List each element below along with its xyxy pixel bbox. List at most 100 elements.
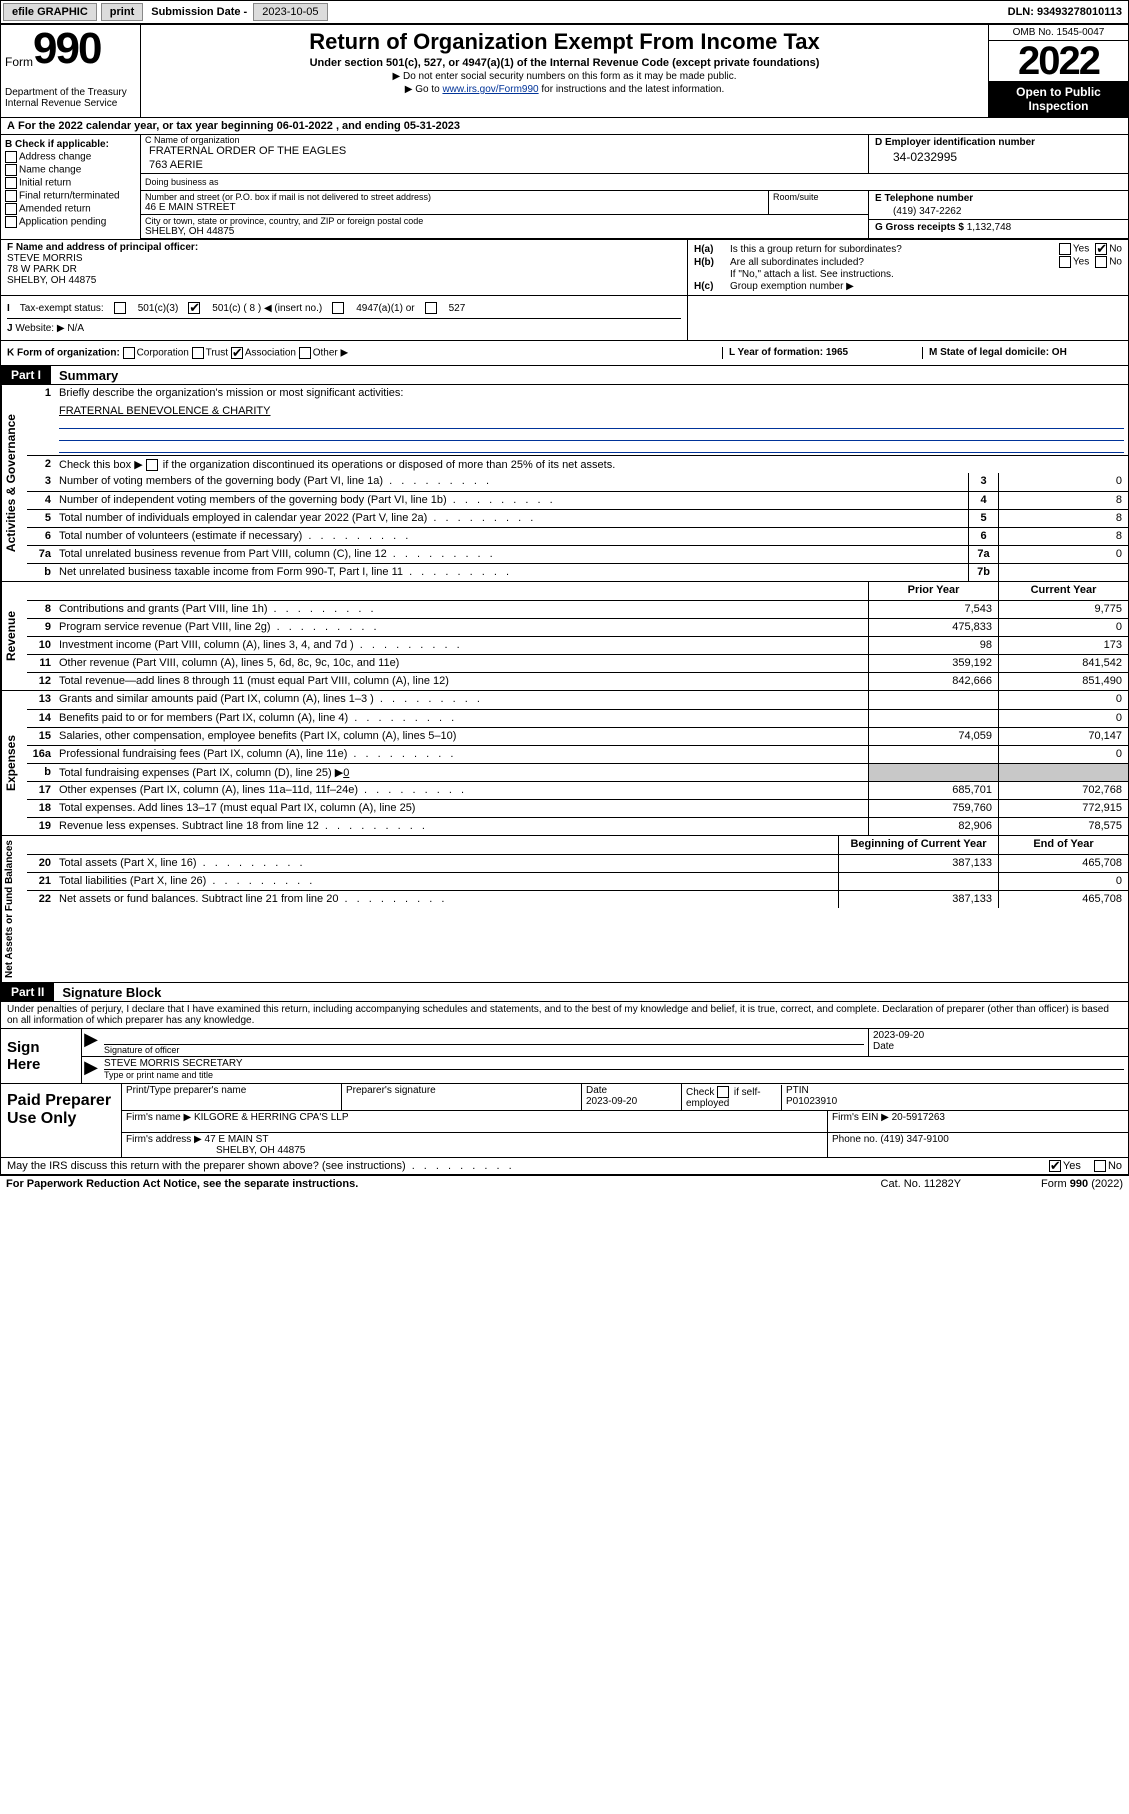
street-value: 46 E MAIN STREET	[145, 202, 764, 213]
prep-name-hdr: Print/Type preparer's name	[126, 1085, 337, 1096]
lbl-amended-return: Amended return	[19, 204, 91, 215]
form-word: Form	[5, 55, 33, 69]
line-8-prior: 7,543	[868, 601, 998, 618]
hb-text: Are all subordinates included?	[730, 257, 1053, 268]
hb-no-lbl: No	[1109, 257, 1122, 268]
line-14-prior	[868, 710, 998, 727]
line-18-prior: 759,760	[868, 800, 998, 817]
chk-trust[interactable]	[192, 347, 204, 359]
submission-date-label: Submission Date -	[145, 6, 253, 18]
section-f: F Name and address of principal officer:…	[1, 240, 688, 295]
vtab-expenses: Expenses	[1, 691, 27, 835]
hdr-beginning: Beginning of Current Year	[838, 836, 998, 854]
line-14-desc: Benefits paid to or for members (Part IX…	[55, 710, 868, 727]
officer-addr2: SHELBY, OH 44875	[7, 275, 96, 286]
org-name: FRATERNAL ORDER OF THE EAGLES	[141, 145, 868, 159]
chk-other[interactable]	[299, 347, 311, 359]
prep-sig-hdr: Preparer's signature	[346, 1085, 577, 1096]
chk-501c[interactable]	[188, 302, 200, 314]
chk-corp[interactable]	[123, 347, 135, 359]
ha-no[interactable]	[1095, 243, 1107, 255]
line-16b-desc: Total fundraising expenses (Part IX, col…	[55, 764, 868, 781]
hb-label: H(b)	[694, 257, 730, 268]
hc-label: H(c)	[694, 281, 730, 292]
line-10-prior: 98	[868, 637, 998, 654]
line-9-curr: 0	[998, 619, 1128, 636]
hb-no[interactable]	[1095, 256, 1107, 268]
hdr-current-year: Current Year	[998, 582, 1128, 600]
line-16a-prior	[868, 746, 998, 763]
form-footer: Form 990 (2022)	[1041, 1178, 1123, 1190]
line-16b-prior	[868, 764, 998, 781]
d-header: D Employer identification number	[875, 137, 1122, 148]
firm-ein-label: Firm's EIN ▶	[832, 1112, 889, 1123]
firm-name: KILGORE & HERRING CPA'S LLP	[194, 1112, 349, 1123]
chk-address-change[interactable]	[5, 151, 17, 163]
line-22-beg: 387,133	[838, 891, 998, 908]
chk-name-change[interactable]	[5, 164, 17, 176]
line-12-curr: 851,490	[998, 673, 1128, 690]
line-11-prior: 359,192	[868, 655, 998, 672]
chk-discontinued[interactable]	[146, 459, 158, 471]
dln-label: DLN: 93493278010113	[1008, 6, 1128, 18]
line-11-desc: Other revenue (Part VIII, column (A), li…	[55, 655, 868, 672]
sign-arrow-icon: ▶	[82, 1029, 100, 1056]
discuss-text: May the IRS discuss this return with the…	[7, 1160, 515, 1172]
e-header: E Telephone number	[875, 193, 1122, 204]
irs-link[interactable]: www.irs.gov/Form990	[442, 84, 538, 95]
prep-ptin-val: P01023910	[786, 1096, 1124, 1107]
chk-527[interactable]	[425, 302, 437, 314]
vtab-revenue: Revenue	[1, 582, 27, 690]
form-number: 990	[33, 29, 100, 69]
lbl-501c3: 501(c)(3)	[138, 303, 179, 314]
firm-addr-label: Firm's address ▶	[126, 1134, 202, 1145]
discuss-no[interactable]	[1094, 1160, 1106, 1172]
section-b: B Check if applicable: Address change Na…	[1, 135, 141, 239]
line-4-desc: Number of independent voting members of …	[55, 492, 968, 509]
chk-assoc[interactable]	[231, 347, 243, 359]
j-label: J	[7, 323, 13, 334]
dba-label: Doing business as	[141, 174, 868, 190]
l-text: L Year of formation: 1965	[729, 347, 848, 358]
firm-phone: (419) 347-9100	[880, 1134, 948, 1145]
hb-yes[interactable]	[1059, 256, 1071, 268]
hc-text: Group exemption number ▶	[730, 281, 1122, 292]
street-label: Number and street (or P.O. box if mail i…	[145, 192, 764, 202]
line-7a-val: 0	[998, 546, 1128, 563]
b-header: B Check if applicable:	[5, 139, 136, 150]
firm-addr2: SHELBY, OH 44875	[126, 1145, 305, 1156]
chk-amended-return[interactable]	[5, 203, 17, 215]
line-19-curr: 78,575	[998, 818, 1128, 835]
firm-name-label: Firm's name ▶	[126, 1112, 191, 1123]
ha-label: H(a)	[694, 244, 730, 255]
line-10-desc: Investment income (Part VIII, column (A)…	[55, 637, 868, 654]
k-text: K Form of organization:	[7, 348, 120, 359]
chk-application-pending[interactable]	[5, 216, 17, 228]
chk-4947[interactable]	[332, 302, 344, 314]
line-14-curr: 0	[998, 710, 1128, 727]
paperwork-notice: For Paperwork Reduction Act Notice, see …	[6, 1178, 358, 1190]
hdr-prior-year: Prior Year	[868, 582, 998, 600]
lbl-527: 527	[449, 303, 466, 314]
line-20-beg: 387,133	[838, 855, 998, 872]
discuss-yes[interactable]	[1049, 1160, 1061, 1172]
prep-date-val: 2023-09-20	[586, 1096, 677, 1107]
chk-501c3[interactable]	[114, 302, 126, 314]
ha-yes[interactable]	[1059, 243, 1071, 255]
prep-date-hdr: Date	[586, 1085, 677, 1096]
line-15-desc: Salaries, other compensation, employee b…	[55, 728, 868, 745]
lbl-initial-return: Initial return	[19, 178, 71, 189]
efile-graphic-button[interactable]: efile GRAPHIC	[3, 3, 97, 21]
lbl-501c: 501(c) ( 8 ) ◀ (insert no.)	[212, 303, 322, 314]
org-name-2: 763 AERIE	[141, 159, 868, 173]
line-22-end: 465,708	[998, 891, 1128, 908]
print-button[interactable]: print	[101, 3, 143, 21]
lbl-corp: Corporation	[137, 348, 189, 359]
chk-initial-return[interactable]	[5, 177, 17, 189]
line-20-end: 465,708	[998, 855, 1128, 872]
chk-final-return[interactable]	[5, 190, 17, 202]
lbl-other: Other ▶	[313, 348, 348, 359]
chk-self-employed[interactable]	[717, 1086, 729, 1098]
i-label: I	[7, 303, 10, 314]
goto-note: ▶ Go to www.irs.gov/Form990 for instruct…	[147, 84, 982, 95]
